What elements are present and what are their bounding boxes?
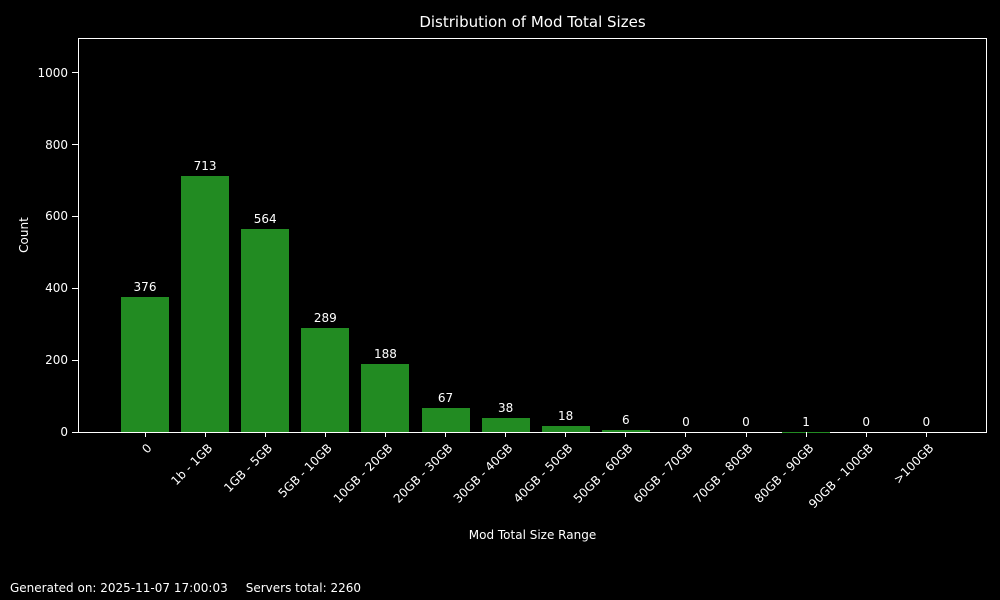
x-tick-mark [625, 432, 627, 437]
x-tick-label: 60GB - 70GB [631, 441, 696, 506]
bar-value-label: 0 [922, 415, 931, 429]
bar-value-label: 188 [373, 347, 397, 362]
footer: Generated on: 2025-11-07 17:00:03 Servers… [10, 581, 361, 595]
x-axis-label: Mod Total Size Range [468, 528, 597, 542]
x-tick-label: 10GB - 20GB [330, 441, 396, 506]
bar-value-label: 376 [133, 279, 157, 294]
x-tick-mark [685, 432, 687, 437]
chart-title: Distribution of Mod Total Sizes [419, 13, 646, 31]
x-tick-label: 0 [139, 441, 155, 457]
x-tick-label: 1GB - 5GB [221, 441, 276, 495]
x-tick-mark [324, 432, 326, 437]
x-tick-mark [204, 432, 206, 437]
x-tick-label: 5GB - 10GB [275, 441, 336, 501]
y-tick-label: 200 [45, 353, 68, 368]
bar [541, 425, 590, 432]
bar-value-label: 0 [682, 415, 690, 429]
x-tick-label: 50GB - 60GB [570, 441, 636, 506]
bar-value-label: 289 [313, 311, 337, 326]
plot-area: 0 200 400 600 800 1000 376 0 713 1b - 1GB 564 1GB -… [37, 38, 987, 511]
y-tick-mark [72, 359, 78, 361]
x-tick-label: 70GB - 80GB [691, 441, 756, 506]
x-tick-mark [565, 432, 567, 437]
y-tick-label: 600 [45, 209, 68, 224]
x-tick-label: 20GB - 30GB [390, 441, 456, 506]
x-tick-label: 1b - 1GB [168, 441, 215, 488]
y-tick-mark [72, 215, 78, 217]
y-tick-mark [72, 431, 78, 433]
y-tick-label: 0 [60, 425, 68, 439]
bar-value-label: 713 [193, 158, 217, 173]
generated-timestamp: Generated on: 2025-11-07 17:00:03 [10, 581, 228, 595]
y-tick-mark [72, 72, 78, 74]
bar-value-label: 18 [558, 408, 574, 423]
bar-value-label: 38 [497, 401, 514, 416]
bar-value-label: 6 [621, 412, 630, 427]
y-tick-label: 800 [45, 137, 68, 152]
x-tick-mark [865, 432, 867, 437]
y-tick-mark [72, 287, 78, 289]
bar-value-label: 67 [437, 390, 454, 405]
servers-total: Servers total: 2260 [245, 581, 361, 595]
y-tick-mark [72, 144, 78, 146]
x-tick-mark [144, 432, 146, 437]
y-tick-label: 1000 [37, 65, 68, 80]
x-tick-mark [745, 432, 747, 437]
x-tick-mark [264, 432, 266, 437]
bar [481, 418, 530, 432]
bar [301, 328, 350, 432]
x-tick-mark [925, 432, 927, 437]
bar-value-label: 0 [742, 415, 750, 429]
x-tick-mark [445, 432, 446, 437]
y-tick-label: 400 [45, 281, 68, 296]
bar [601, 429, 650, 432]
x-tick-mark [805, 432, 807, 437]
bar [241, 229, 290, 432]
bar-value-label: 0 [862, 415, 871, 429]
x-tick-label: 80GB - 90GB [751, 441, 816, 506]
bar [421, 407, 470, 432]
x-tick-label: 30GB - 40GB [450, 441, 516, 506]
x-tick-label: 90GB - 100GB [805, 441, 877, 512]
x-tick-mark [505, 432, 507, 437]
bar [361, 364, 410, 432]
bar-value-label: 1 [802, 414, 810, 429]
bar [121, 296, 169, 432]
bar [181, 175, 230, 432]
x-tick-label: >100GB [890, 441, 937, 487]
x-tick-label: 40GB - 50GB [510, 441, 576, 506]
y-axis-label: Count [17, 217, 31, 253]
x-tick-mark [384, 432, 386, 437]
bar-value-label: 564 [253, 212, 277, 227]
